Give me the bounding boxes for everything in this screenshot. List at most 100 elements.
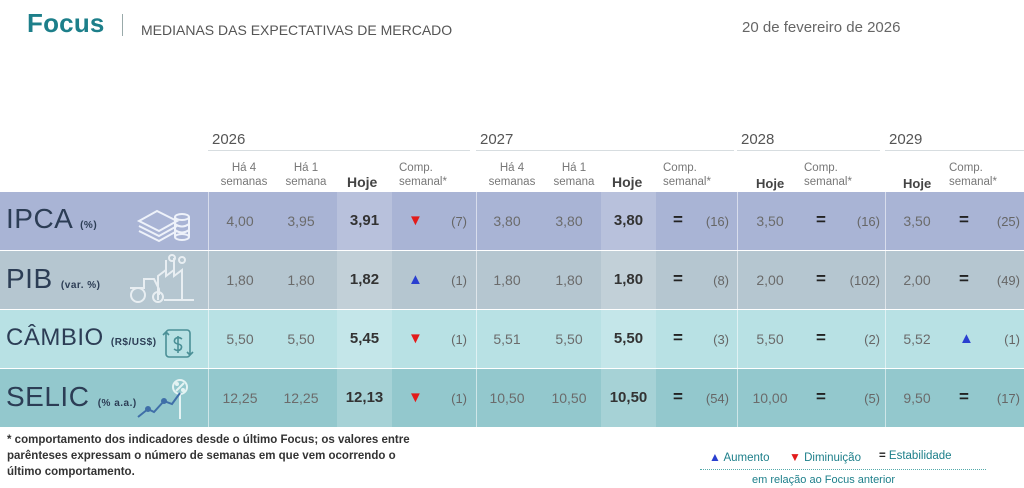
value-hoje-2027: 5,50	[613, 330, 644, 347]
value-ha4-2026: 1,80	[226, 272, 254, 288]
colhead-ha4: Há 4 semanas	[488, 162, 536, 188]
colhead-hoje: Hoje	[612, 174, 643, 190]
triangle-down-icon: ▼	[408, 389, 423, 406]
equals-icon: =	[673, 387, 683, 406]
year-rule	[476, 150, 734, 151]
factory-tractor-icon	[130, 254, 194, 303]
triangle-down-icon: ▼	[408, 330, 423, 347]
equals-icon: =	[959, 269, 969, 288]
colhead-hoje: Hoje	[756, 176, 785, 191]
indicator-selic: SELIC (% a.a.)	[6, 381, 137, 412]
colhead-comp: Comp. semanal*	[399, 162, 447, 188]
equals-icon: =	[879, 450, 886, 462]
weeks-2027: (16)	[705, 214, 729, 229]
weeks-2026: (1)	[451, 273, 467, 288]
value-hoje-2026: 1,82	[349, 271, 380, 288]
equals-icon: =	[959, 387, 969, 406]
value-ha1-2027: 10,50	[551, 390, 587, 406]
value-hoje-2026: 3,91	[349, 212, 380, 229]
year-rule	[737, 150, 880, 151]
legend-eq: = Estabilidade	[879, 450, 952, 462]
year-2028: 2028	[741, 131, 775, 148]
value-ha1-2027: 5,50	[555, 331, 583, 347]
hoje-highlight-2027	[601, 192, 656, 428]
value-ha1-2026: 12,25	[283, 390, 319, 406]
row-cambio	[0, 310, 1024, 368]
column-separator	[208, 192, 209, 428]
dollar-exchange-icon	[162, 329, 194, 358]
year-2027: 2027	[480, 131, 514, 148]
triangle-up-icon: ▲	[959, 330, 974, 347]
value-hoje-2028: 2,00	[756, 272, 784, 288]
row-ipca	[0, 192, 1024, 250]
year-rule	[208, 150, 470, 151]
triangle-up-icon: ▲	[709, 450, 721, 464]
colhead-comp: Comp. semanal*	[663, 162, 711, 188]
value-hoje-2029: 2,00	[903, 272, 931, 288]
indicator-ipca: IPCA (%)	[6, 203, 98, 234]
row-selic	[0, 369, 1024, 427]
column-separator	[737, 192, 738, 428]
report-date: 20 de fevereiro de 2026	[742, 19, 901, 36]
value-hoje-2027: 1,80	[613, 271, 644, 288]
value-ha1-2026: 3,95	[287, 213, 315, 229]
legend-note: em relação ao Focus anterior	[752, 474, 896, 486]
value-hoje-2029: 9,50	[903, 390, 931, 406]
value-ha1-2027: 1,80	[555, 272, 583, 288]
column-separator	[885, 192, 886, 428]
equals-icon: =	[816, 269, 826, 288]
value-hoje-2028: 3,50	[756, 213, 784, 229]
hoje-highlight-2026	[337, 192, 392, 428]
value-ha4-2027: 5,51	[493, 331, 521, 347]
colhead-ha1: Há 1 semana	[553, 162, 595, 188]
weeks-2028: (16)	[856, 214, 880, 229]
equals-icon: =	[816, 387, 826, 406]
value-hoje-2026: 5,45	[349, 330, 380, 347]
colhead-ha1: Há 1 semana	[285, 162, 327, 188]
value-hoje-2029: 5,52	[903, 331, 931, 347]
legend-up: ▲ Aumento	[709, 450, 770, 464]
weeks-2029: (49)	[996, 273, 1020, 288]
weeks-2028: (102)	[849, 273, 880, 288]
footnote: * comportamento dos indicadores desde o …	[7, 434, 410, 478]
value-hoje-2029: 3,50	[903, 213, 931, 229]
report-subtitle: MEDIANAS DAS EXPECTATIVAS DE MERCADO	[141, 22, 453, 38]
value-hoje-2026: 12,13	[345, 389, 384, 406]
colhead-ha4: Há 4 semanas	[220, 162, 268, 188]
value-ha1-2026: 1,80	[287, 272, 315, 288]
column-separator	[476, 192, 477, 428]
colhead-comp: Comp. semanal*	[949, 162, 997, 188]
money-stack-icon	[136, 209, 190, 243]
value-ha4-2027: 1,80	[493, 272, 521, 288]
equals-icon: =	[673, 210, 683, 229]
value-ha4-2026: 4,00	[226, 213, 254, 229]
legend-down: ▼ Diminuição	[789, 450, 861, 464]
weeks-2029: (1)	[1004, 332, 1020, 347]
triangle-down-icon: ▼	[789, 450, 801, 464]
value-ha4-2026: 12,25	[222, 390, 258, 406]
value-ha4-2027: 3,80	[493, 213, 521, 229]
weeks-2029: (25)	[996, 214, 1020, 229]
value-ha1-2026: 5,50	[287, 331, 315, 347]
weeks-2028: (2)	[864, 332, 880, 347]
percent-chart-icon	[137, 379, 188, 419]
value-ha4-2027: 10,50	[489, 390, 525, 406]
triangle-up-icon: ▲	[408, 271, 423, 288]
weeks-2026: (1)	[451, 332, 467, 347]
weeks-2027: (8)	[713, 273, 729, 288]
equals-icon: =	[816, 210, 826, 229]
indicator-pib: PIB (var. %)	[6, 263, 101, 294]
equals-icon: =	[673, 269, 683, 288]
weeks-2027: (3)	[713, 332, 729, 347]
triangle-down-icon: ▼	[408, 212, 423, 229]
colhead-hoje: Hoje	[347, 174, 378, 190]
weeks-2026: (1)	[451, 391, 467, 406]
value-ha1-2027: 3,80	[555, 213, 583, 229]
colhead-hoje: Hoje	[903, 176, 932, 191]
legend-divider	[700, 469, 986, 470]
value-ha4-2026: 5,50	[226, 331, 254, 347]
weeks-2029: (17)	[996, 391, 1020, 406]
equals-icon: =	[816, 328, 826, 347]
header-divider	[122, 14, 123, 36]
value-hoje-2028: 5,50	[756, 331, 784, 347]
